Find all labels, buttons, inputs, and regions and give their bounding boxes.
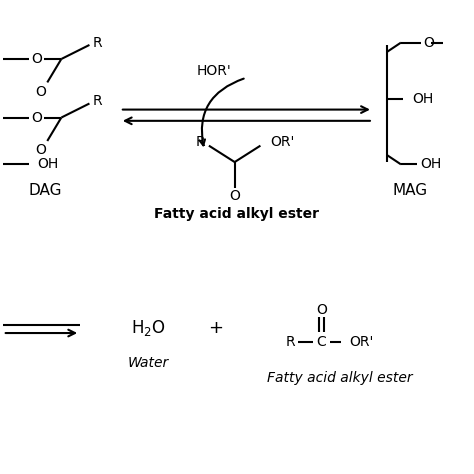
- Text: Water: Water: [128, 356, 169, 371]
- Text: O: O: [35, 143, 46, 157]
- Text: Fatty acid alkyl ester: Fatty acid alkyl ester: [155, 207, 319, 220]
- Text: C: C: [317, 336, 326, 349]
- Text: OH: OH: [413, 92, 434, 106]
- Text: O: O: [31, 110, 42, 125]
- Text: O: O: [31, 52, 42, 66]
- Text: O: O: [316, 302, 327, 317]
- Text: H$_2$O: H$_2$O: [131, 319, 165, 338]
- Text: R: R: [92, 94, 102, 108]
- Text: DAG: DAG: [28, 182, 62, 198]
- Text: MAG: MAG: [393, 182, 428, 198]
- Text: R: R: [196, 135, 206, 149]
- Text: OR': OR': [349, 336, 374, 349]
- Text: OH: OH: [37, 157, 58, 172]
- Text: HOR': HOR': [196, 64, 231, 78]
- Text: R: R: [286, 336, 296, 349]
- Text: R: R: [92, 36, 102, 50]
- Text: OR': OR': [270, 135, 294, 149]
- Text: O: O: [229, 189, 240, 203]
- Text: OH: OH: [420, 157, 442, 172]
- Text: +: +: [209, 319, 223, 337]
- Text: O: O: [423, 36, 434, 50]
- Text: O: O: [35, 85, 46, 99]
- Text: Fatty acid alkyl ester: Fatty acid alkyl ester: [267, 371, 413, 384]
